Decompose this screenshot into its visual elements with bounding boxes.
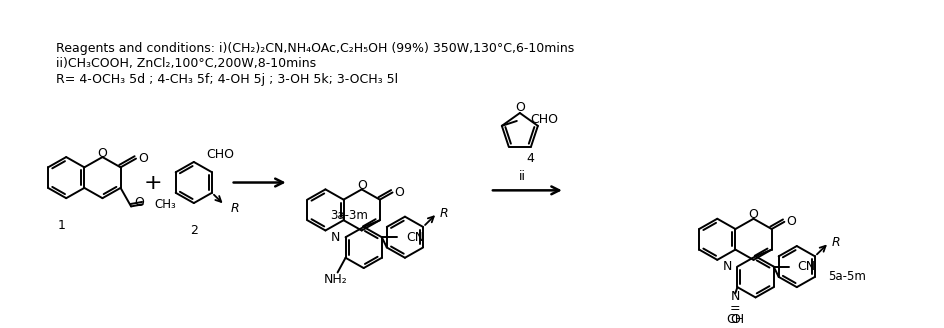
Text: CH₃: CH₃: [155, 198, 177, 211]
Text: O: O: [785, 215, 796, 228]
Text: O: O: [138, 152, 148, 165]
Text: NH₂: NH₂: [324, 273, 347, 286]
Text: CN: CN: [797, 260, 815, 273]
Text: N: N: [730, 290, 739, 303]
Text: O: O: [357, 179, 366, 192]
Text: N: N: [722, 260, 732, 273]
Text: ii)CH₃COOH, ZnCl₂,100°C,200W,8-10mins: ii)CH₃COOH, ZnCl₂,100°C,200W,8-10mins: [56, 56, 316, 70]
Text: O: O: [748, 208, 758, 221]
Text: 3a-3m: 3a-3m: [329, 209, 367, 222]
Text: O: O: [97, 147, 108, 160]
Text: O: O: [134, 196, 143, 209]
Text: R: R: [831, 236, 839, 249]
Text: CHO: CHO: [530, 113, 557, 126]
Text: ii: ii: [518, 170, 525, 183]
Text: CN: CN: [405, 231, 424, 244]
Text: O: O: [730, 313, 739, 326]
Text: N: N: [330, 231, 340, 244]
Text: O: O: [514, 101, 524, 113]
Text: +: +: [143, 173, 162, 193]
Text: O: O: [395, 186, 404, 199]
Text: 5a-5m: 5a-5m: [827, 270, 865, 283]
Text: CH: CH: [726, 313, 744, 326]
Text: 2: 2: [190, 224, 197, 237]
Text: 1: 1: [58, 219, 65, 232]
Text: 4: 4: [526, 152, 533, 165]
Text: =: =: [730, 302, 740, 315]
Text: R: R: [230, 202, 239, 215]
Text: CHO: CHO: [206, 148, 233, 161]
Text: R= 4-OCH₃ 5d ; 4-CH₃ 5f; 4-OH 5j ; 3-OH 5k; 3-OCH₃ 5l: R= 4-OCH₃ 5d ; 4-CH₃ 5f; 4-OH 5j ; 3-OH …: [56, 73, 398, 86]
Text: R: R: [439, 207, 448, 219]
Text: Reagents and conditions: i)(CH₂)₂CN,NH₄OAc,C₂H₅OH (99%) 350W,130°C,6-10mins: Reagents and conditions: i)(CH₂)₂CN,NH₄O…: [56, 42, 574, 55]
